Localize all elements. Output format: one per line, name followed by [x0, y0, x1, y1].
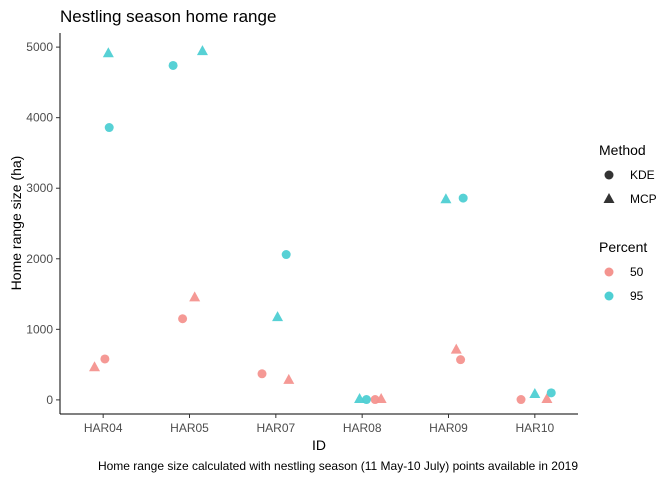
x-tick-label: HAR07	[256, 421, 295, 435]
y-tick-label: 0	[46, 393, 53, 407]
point-har07-mcp-95	[272, 311, 284, 322]
plot-area	[89, 45, 556, 405]
y-tick-label: 3000	[26, 181, 53, 195]
point-har09-mcp-50	[450, 343, 462, 354]
legend-percent-title: Percent	[599, 239, 647, 255]
legend-95-label: 95	[630, 289, 644, 303]
point-har10-kde-50	[516, 395, 526, 405]
point-har08-mcp-95	[354, 392, 366, 403]
point-har10-mcp-50	[541, 392, 553, 403]
y-tick-label: 4000	[26, 111, 53, 125]
x-axis-title: ID	[312, 437, 326, 453]
legend-mcp-key	[603, 193, 615, 203]
point-har09-kde-50	[456, 355, 466, 365]
point-har07-kde-95	[281, 250, 291, 260]
x-axis-ticks: HAR04 HAR05 HAR07 HAR08 HAR09 HAR10	[84, 414, 554, 435]
point-har10-kde-95	[546, 388, 556, 398]
point-har04-kde-50	[100, 354, 110, 364]
legend-method: Method KDE MCP	[599, 142, 657, 206]
chart-title: Nestling season home range	[60, 7, 276, 26]
point-har07-kde-50	[257, 369, 267, 379]
y-tick-label: 5000	[26, 40, 53, 54]
point-har05-kde-95	[168, 60, 178, 70]
point-har07-mcp-50	[283, 373, 295, 384]
x-tick-label: HAR08	[343, 421, 382, 435]
legend-kde-label: KDE	[630, 168, 655, 182]
legend-method-title: Method	[599, 142, 646, 158]
legend-kde-key	[604, 170, 614, 180]
point-har04-mcp-50	[89, 361, 101, 372]
point-har09-kde-95	[458, 193, 468, 203]
x-tick-label: HAR04	[84, 421, 123, 435]
legend-50-key	[604, 267, 614, 277]
y-tick-label: 1000	[26, 322, 53, 336]
y-tick-label: 2000	[26, 252, 53, 266]
y-axis-ticks: 0 1000 2000 3000 4000 5000	[26, 40, 60, 407]
point-har04-kde-95	[104, 123, 114, 133]
point-har04-mcp-95	[102, 47, 114, 58]
y-axis-title: Home range size (ha)	[8, 156, 24, 291]
point-har05-mcp-95	[196, 45, 208, 56]
x-tick-label: HAR05	[170, 421, 209, 435]
legend-50-label: 50	[630, 265, 644, 279]
point-har05-kde-50	[178, 314, 188, 324]
legend-mcp-label: MCP	[630, 192, 657, 206]
x-tick-label: HAR09	[429, 421, 468, 435]
legend-percent: Percent 50 95	[599, 239, 647, 303]
point-har09-mcp-95	[440, 193, 452, 204]
chart-caption: Home range size calculated with nestling…	[98, 459, 578, 473]
point-har10-mcp-95	[529, 388, 541, 399]
legend-95-key	[604, 291, 614, 301]
x-tick-label: HAR10	[515, 421, 554, 435]
point-har05-mcp-50	[189, 291, 201, 302]
point-har08-mcp-50	[375, 392, 387, 403]
